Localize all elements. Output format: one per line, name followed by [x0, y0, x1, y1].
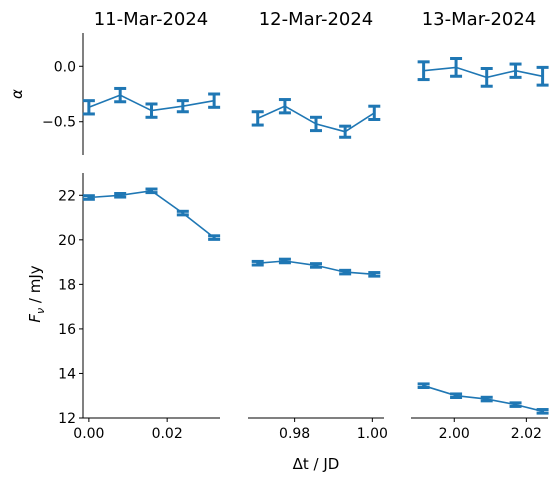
- y-tick-label: 0.0: [54, 59, 76, 75]
- y-axis-label-flux: Fν / mJy: [26, 265, 47, 322]
- panel-flux-11mar: 12 14 16 18 20 22 0.00 0.02: [58, 173, 221, 442]
- error-bar: [145, 187, 158, 195]
- error-bar: [82, 99, 95, 116]
- error-bar: [251, 259, 264, 267]
- y-tick-label: 22: [58, 188, 76, 204]
- x-tick-label: 1.00: [357, 426, 388, 442]
- error-bar: [310, 115, 322, 133]
- error-bar: [176, 209, 189, 217]
- error-bar: [536, 408, 549, 415]
- error-bar: [368, 271, 381, 278]
- error-bar: [310, 262, 322, 269]
- error-bar: [82, 194, 95, 201]
- x-tick-label: 2.02: [511, 426, 542, 442]
- error-bar: [450, 392, 463, 400]
- x-axis-label: Δt / JD: [293, 455, 340, 473]
- y-tick-label: 12: [58, 411, 76, 427]
- panel-alpha-13mar: [417, 57, 549, 88]
- error-bar: [176, 99, 189, 114]
- error-bar: [509, 62, 522, 79]
- title-11mar: 11-Mar-2024: [94, 9, 209, 30]
- series-line: [88, 189, 215, 239]
- error-bar: [417, 60, 430, 82]
- error-bar: [208, 92, 221, 109]
- error-bar: [278, 98, 291, 115]
- y-tick-label: 16: [58, 322, 76, 338]
- error-bar: [368, 104, 381, 122]
- y-tick-label: 18: [58, 277, 76, 293]
- error-bar: [339, 268, 352, 276]
- panel-alpha-12mar: [251, 98, 381, 139]
- error-bar: [339, 124, 352, 139]
- x-tick-label: 2.00: [439, 426, 470, 442]
- error-bar: [251, 110, 264, 127]
- y-tick-label: 14: [58, 366, 76, 382]
- x-tick-label: 0.98: [279, 426, 310, 442]
- error-bar: [536, 65, 549, 87]
- y-axis-label-alpha: α: [8, 89, 26, 99]
- y-tick-label: 20: [58, 233, 76, 249]
- panel-flux-12mar: 0.98 1.00: [248, 257, 388, 442]
- error-bar: [509, 401, 522, 408]
- error-bar: [480, 66, 493, 88]
- error-bar: [278, 257, 291, 265]
- error-bar: [208, 234, 221, 241]
- error-bar: [114, 86, 127, 104]
- title-12mar: 12-Mar-2024: [259, 9, 374, 30]
- panel-alpha-11mar: 0.0 −0.5: [42, 33, 221, 155]
- error-bar: [450, 57, 463, 78]
- error-bar: [145, 102, 158, 119]
- error-bar: [480, 395, 493, 403]
- panel-flux-13mar: 2.00 2.02: [411, 382, 549, 442]
- x-tick-label: 0.02: [152, 426, 183, 442]
- title-13mar: 13-Mar-2024: [422, 9, 537, 30]
- error-bar: [114, 191, 127, 199]
- y-tick-label: −0.5: [42, 115, 76, 131]
- x-tick-label: 0.00: [73, 426, 104, 442]
- error-bar: [417, 382, 430, 389]
